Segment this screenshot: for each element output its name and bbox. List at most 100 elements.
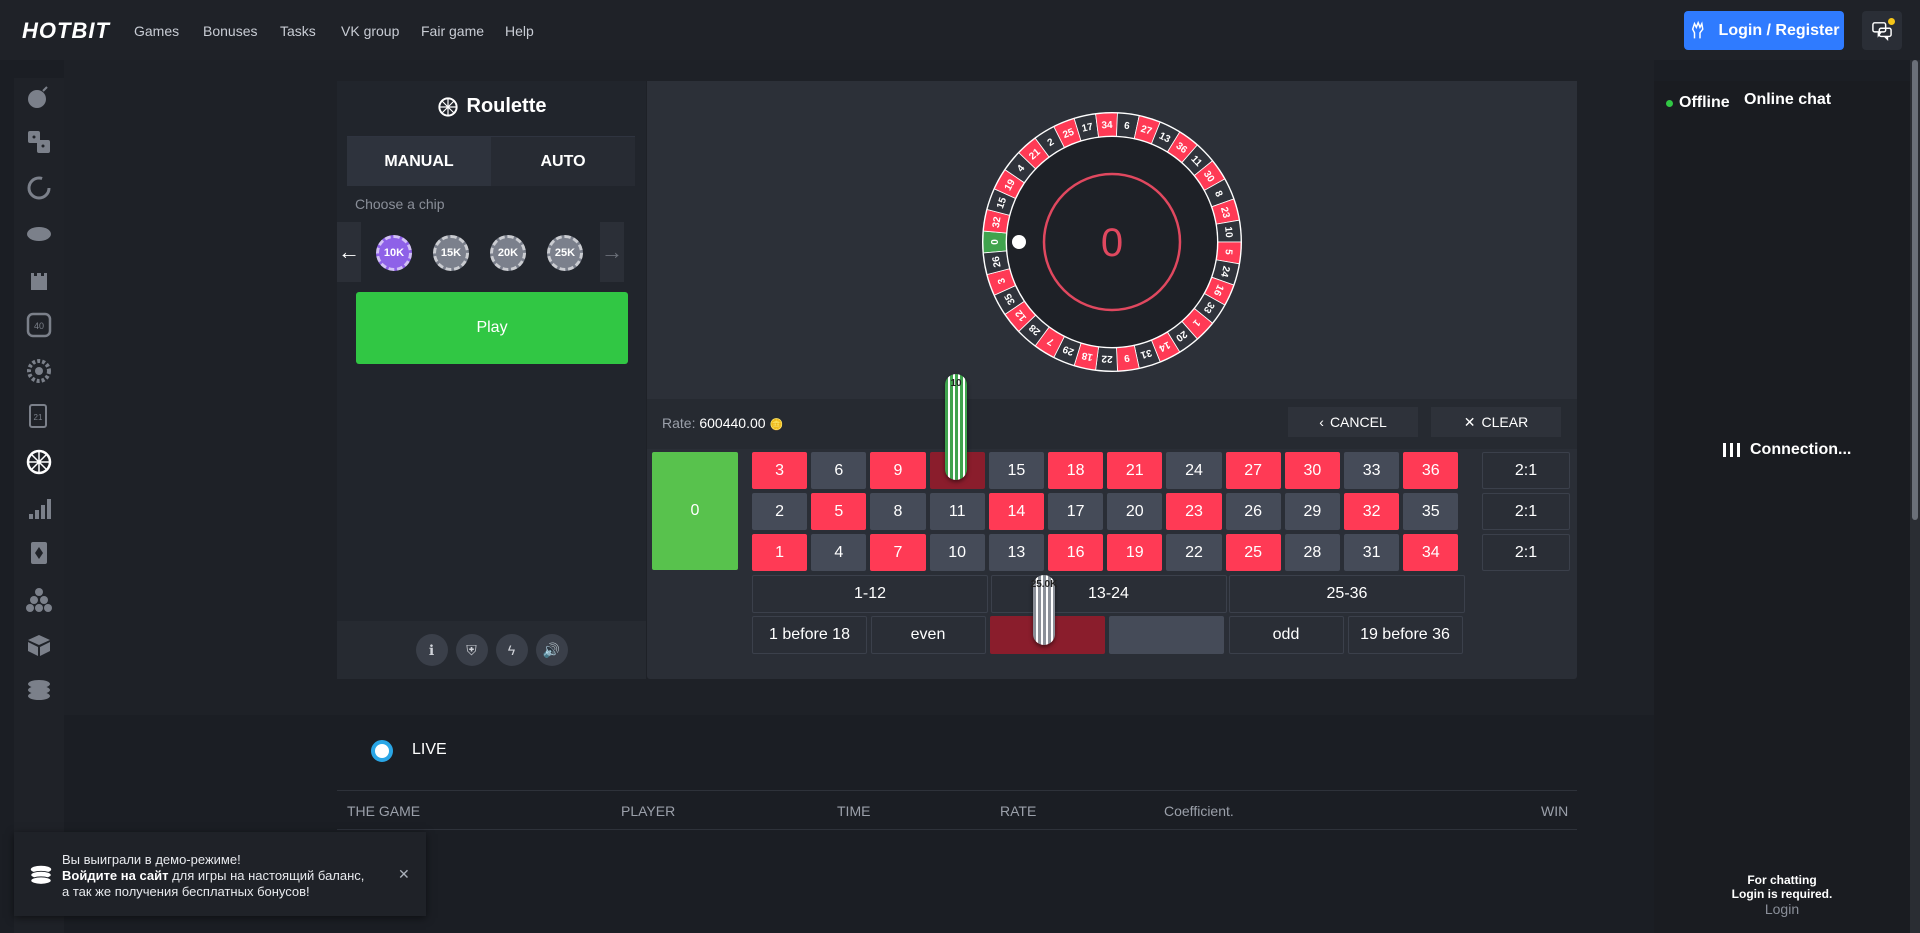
chip-15k[interactable]: 15K [433,235,469,271]
sound-icon[interactable]: 🔊 [535,634,568,666]
bet-cell-3[interactable]: 3 [752,452,808,489]
bet-cell-27[interactable]: 27 [1225,452,1281,489]
chip-20k[interactable]: 20K [490,235,526,271]
bet-cell-34[interactable]: 34 [1403,534,1459,571]
clear-button[interactable]: ✕ CLEAR [1431,407,1561,437]
bet-cell-8[interactable]: 8 [870,493,926,530]
bet-dozen-1[interactable]: 1-12 [752,575,988,613]
wheel-result: 0 [1101,221,1123,265]
rate-row: Rate: 600440.00 🪙 ‹ CANCEL ✕ CLEAR [647,399,1577,449]
cards-icon[interactable]: 21 [24,401,54,431]
bet-1-18[interactable]: 1 before 18 [752,616,867,654]
bet-column-3[interactable]: 2:1 [1482,534,1570,571]
bet-dozen-3[interactable]: 25-36 [1229,575,1465,613]
bet-cell-15[interactable]: 15 [988,452,1044,489]
bet-cell-5[interactable]: 5 [811,493,867,530]
roulette-icon[interactable] [24,447,54,477]
bet-cell-21[interactable]: 21 [1107,452,1163,489]
nav-vk-group[interactable]: VK group [341,23,400,39]
bet-cell-23[interactable]: 23 [1166,493,1222,530]
bet-cell-13[interactable]: 13 [988,534,1044,571]
bet-cell-33[interactable]: 33 [1344,452,1400,489]
bet-column-1[interactable]: 2:1 [1482,452,1570,489]
bet-cell-18[interactable]: 18 [1048,452,1104,489]
bet-cell-10[interactable]: 10 [929,534,985,571]
bet-cell-36[interactable]: 36 [1403,452,1459,489]
bet-cell-7[interactable]: 7 [870,534,926,571]
bet-cell-28[interactable]: 28 [1284,534,1340,571]
login-register-button[interactable]: Login / Register [1684,11,1844,50]
chip-25k[interactable]: 25K [547,235,583,271]
nav-games[interactable]: Games [134,23,180,39]
tower-icon[interactable] [24,264,54,294]
pyramid-icon[interactable] [24,584,54,614]
nav-bonuses[interactable]: Bonuses [203,23,258,39]
wheel-number: 3 [996,276,1008,285]
cancel-button[interactable]: ‹ CANCEL [1288,407,1418,437]
play-button[interactable]: Play [356,292,628,364]
bet-cell-26[interactable]: 26 [1225,493,1281,530]
chat-login-link[interactable]: Login [1764,901,1800,917]
wheel-number: 8 [1212,189,1224,199]
bet-cell-1[interactable]: 1 [752,534,808,571]
bet-cell-11[interactable]: 11 [929,493,985,530]
bet-cell-35[interactable]: 35 [1403,493,1459,530]
bet-cell-4[interactable]: 4 [811,534,867,571]
dice-icon[interactable] [24,127,54,157]
bet-even[interactable]: even [870,616,986,654]
ring-icon[interactable] [24,173,54,203]
chip-stack-red[interactable]: 25.0K [1031,575,1057,645]
bet-19-36[interactable]: 19 before 36 [1347,616,1463,654]
gear-wheel-icon[interactable] [24,356,54,386]
bet-cell-2[interactable]: 2 [752,493,808,530]
bomb-icon[interactable] [24,82,54,112]
box-icon[interactable] [24,630,54,660]
toast-close-icon[interactable]: ✕ [398,866,410,882]
hilo-card-icon[interactable] [24,538,54,568]
wheel-number: 5 [1222,249,1233,256]
bet-cell-zero[interactable]: 0 [652,452,738,570]
bet-cell-14[interactable]: 14 [988,493,1044,530]
info-icon[interactable]: ℹ [415,634,448,666]
scrollbar-thumb[interactable] [1912,60,1918,520]
nav-tasks[interactable]: Tasks [280,23,316,39]
bet-dozen-2[interactable]: 13-24 [990,575,1227,613]
bet-cell-20[interactable]: 20 [1107,493,1163,530]
tab-auto[interactable]: AUTO [491,137,635,186]
chip-10k[interactable]: 10K [376,235,412,271]
bet-cell-29[interactable]: 29 [1284,493,1340,530]
bet-cell-16[interactable]: 16 [1048,534,1104,571]
bet-cell-6[interactable]: 6 [811,452,867,489]
notification-dot [1888,18,1895,25]
chip-prev-button[interactable]: ← [337,222,361,282]
coin-stack-icon[interactable] [24,675,54,705]
bet-cell-19[interactable]: 19 [1107,534,1163,571]
crash-chart-icon[interactable] [24,493,54,523]
bet-cell-30[interactable]: 30 [1284,452,1340,489]
chat-toggle-button[interactable] [1862,11,1902,50]
shield-icon[interactable]: ⛨ [455,634,488,666]
chip-next-button[interactable]: → [600,222,624,282]
bet-cell-31[interactable]: 31 [1344,534,1400,571]
nav-help[interactable]: Help [505,23,534,39]
live-bets-header: THE GAME PLAYER TIME RATE Coefficient. W… [337,790,1577,830]
bet-cell-25[interactable]: 25 [1225,534,1281,571]
coin-icon[interactable] [24,219,54,249]
bet-black[interactable] [1109,616,1224,654]
chip-stack-12[interactable]: 10 [945,374,967,480]
live-toggle[interactable] [371,740,393,762]
toast-login-link[interactable]: Войдите на сайт [62,868,169,883]
wheel-number: 6 [1123,121,1130,133]
bet-cell-24[interactable]: 24 [1166,452,1222,489]
nav-fair-game[interactable]: Fair game [421,23,485,39]
keno-icon[interactable]: 40 [24,310,54,340]
bet-cell-9[interactable]: 9 [870,452,926,489]
bet-cell-22[interactable]: 22 [1166,534,1222,571]
bet-cell-17[interactable]: 17 [1048,493,1104,530]
bet-column-2[interactable]: 2:1 [1482,493,1570,530]
lightning-icon[interactable]: ϟ [495,634,528,666]
bet-cell-32[interactable]: 32 [1344,493,1400,530]
bet-odd[interactable]: odd [1228,616,1344,654]
tab-manual[interactable]: MANUAL [347,137,491,186]
logo[interactable]: HOTBIT [22,18,110,43]
